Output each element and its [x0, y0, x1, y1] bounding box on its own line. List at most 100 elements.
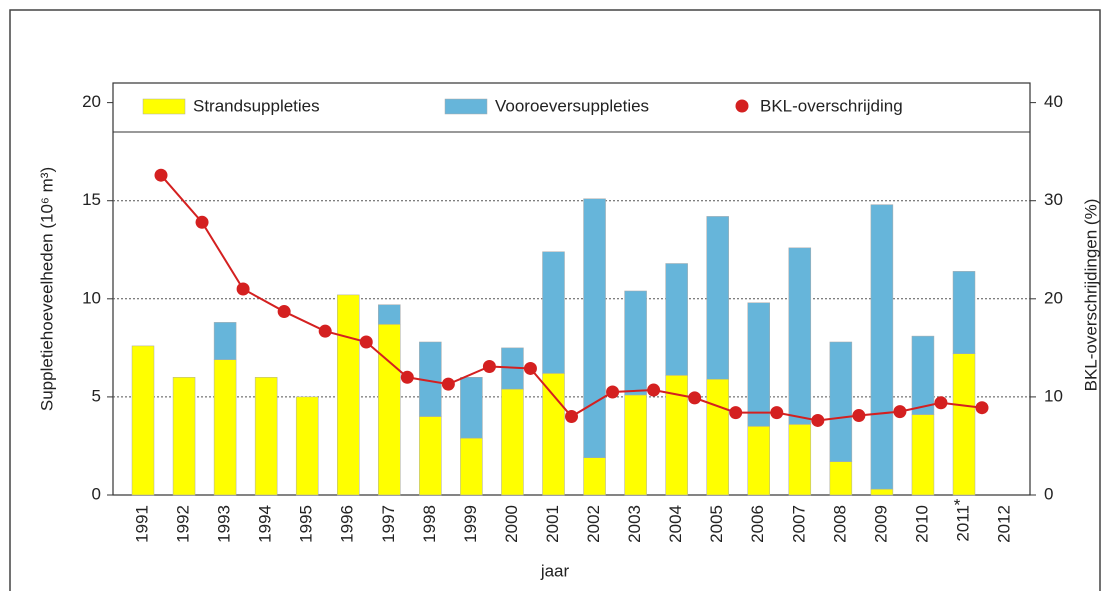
bar	[542, 251, 565, 374]
bar	[747, 426, 770, 496]
x-tick-label: 1998	[420, 505, 439, 543]
bar	[378, 304, 401, 325]
x-axis-title: jaar	[540, 561, 570, 580]
x-tick-label: 2004	[666, 505, 685, 543]
bar	[829, 461, 853, 496]
x-tick-label: 2007	[789, 505, 808, 543]
bar	[788, 424, 812, 496]
dot	[688, 391, 702, 405]
bar	[337, 294, 360, 496]
dot	[729, 406, 743, 420]
bar	[829, 341, 853, 462]
x-tick-label: 2002	[584, 505, 603, 543]
x-tick-label: 1996	[338, 505, 357, 543]
bar	[665, 263, 688, 376]
y2-tick-label: 10	[1044, 386, 1063, 405]
bar	[542, 373, 565, 496]
bar	[747, 302, 770, 427]
dot	[482, 359, 496, 373]
legend-label: Vooroeversuppleties	[495, 96, 649, 115]
x-tick-label: 2011	[953, 505, 972, 542]
y-tick-label: 5	[92, 386, 101, 405]
dot	[647, 383, 661, 397]
x-tick-label: 2010	[912, 505, 931, 543]
line	[160, 174, 983, 422]
dot	[359, 335, 373, 349]
x-tick-label: 1993	[215, 505, 234, 543]
frame	[9, 9, 1101, 591]
bar	[460, 377, 483, 439]
x-tick-label: 2003	[625, 505, 644, 543]
x-tick-label: 1995	[297, 505, 316, 543]
bar	[213, 322, 237, 360]
legend-label: BKL-overschrijding	[760, 96, 903, 115]
x-tick-label: 2009	[871, 505, 890, 543]
bar	[172, 377, 196, 496]
dot	[400, 370, 414, 384]
x-tick-label: 1991	[132, 505, 151, 543]
bar	[295, 396, 319, 496]
x-tick-label: 2008	[830, 505, 849, 543]
dot	[236, 282, 250, 296]
dot	[770, 406, 784, 420]
bar	[131, 345, 155, 496]
bar	[419, 416, 442, 496]
bar	[788, 247, 812, 425]
x-tick-label: 2001	[543, 505, 562, 543]
bar	[460, 437, 483, 496]
bar	[583, 198, 606, 458]
dot	[852, 409, 866, 423]
legend-label: Strandsuppleties	[193, 96, 320, 115]
x-tick-label: 1997	[379, 505, 398, 543]
legend-marker	[735, 99, 749, 113]
dot	[318, 324, 332, 338]
y2-axis-title: BKL-overschrijdingen (%)	[1081, 199, 1100, 392]
bar	[706, 216, 729, 380]
x-tick-label: 1999	[461, 505, 480, 543]
y-tick-label: 10	[82, 288, 101, 307]
y2-tick-label: 20	[1044, 288, 1063, 307]
dot	[441, 377, 455, 391]
x-tick-label: 1994	[256, 505, 275, 543]
y-tick-label: 15	[82, 190, 101, 209]
plot-frame	[112, 82, 1031, 496]
dot	[893, 405, 907, 419]
dot	[277, 305, 291, 319]
bar	[583, 457, 606, 496]
y2-tick-label: 0	[1044, 484, 1053, 503]
bar	[870, 488, 894, 496]
bar	[706, 378, 729, 496]
bar	[911, 335, 935, 415]
bar	[213, 359, 237, 496]
bar	[624, 394, 647, 496]
x-annotation: *	[954, 495, 961, 514]
y2-tick-label: 30	[1044, 190, 1063, 209]
legend-marker	[444, 98, 488, 115]
bar	[952, 271, 976, 354]
y2-tick-label: 40	[1044, 92, 1063, 111]
bar	[378, 324, 401, 496]
y-tick-label: 20	[82, 92, 101, 111]
legend-marker	[142, 98, 186, 115]
dot	[565, 410, 578, 424]
dot	[606, 385, 620, 399]
dot	[523, 361, 537, 375]
dot	[975, 401, 989, 415]
x-tick-label: 2012	[995, 505, 1014, 543]
bar	[254, 377, 278, 496]
y-axis-title: Suppletiehoeveelheden (10⁶ m³)	[37, 167, 56, 411]
bar	[870, 204, 894, 490]
bar	[501, 388, 524, 496]
x-tick-label: 2005	[707, 505, 726, 543]
dot	[154, 168, 168, 182]
bar	[911, 414, 935, 496]
bar	[952, 353, 976, 496]
x-tick-label: 2000	[502, 505, 521, 543]
dot	[811, 413, 825, 427]
x-tick-label: 1992	[174, 505, 193, 543]
x-tick-label: 2006	[748, 505, 767, 543]
dot	[934, 396, 948, 410]
bar	[624, 290, 647, 396]
y-tick-label: 0	[92, 484, 101, 503]
